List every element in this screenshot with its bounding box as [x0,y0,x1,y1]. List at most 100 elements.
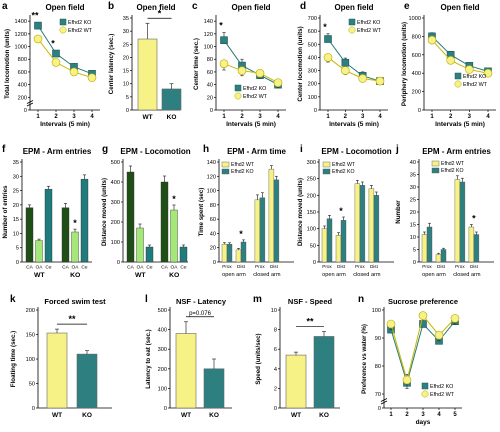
legend-label: Efhd2 KO [332,169,355,175]
y-tick-label: 0 [117,260,120,266]
bar-wt-ce [145,246,154,263]
data-point-wt [446,56,455,65]
legend-label: Efhd2 KO [357,20,380,26]
x-tick-label: KO [167,114,177,121]
y-tick-label: 800 [18,57,27,63]
bar-ko [426,226,433,263]
bar-wt [285,354,307,409]
y-tick-label: 400 [158,328,167,334]
bar-ko-ca [61,207,70,263]
y-tick-label: 200 [111,220,120,226]
legend-swatch-wt [221,161,230,168]
y-tick-label: 200 [307,193,316,199]
x-tick-label: Prox [422,264,432,269]
y-tick-label: 40 [207,83,213,89]
x-tick-label: 3 [258,114,262,120]
data-point-wt [427,35,437,45]
legend-label: Efhd2 WT [332,162,356,168]
y-tick-label: 35 [123,16,129,22]
panel-title: NSF - Latency [176,297,227,306]
bar-ko [459,181,466,263]
bar-wt [46,332,68,409]
panel-b: b Open field Center latency (sec.) 0 5 10 15 20… [108,1,182,121]
y-tick-label: 300 [111,200,120,206]
y-tick-label: 90 [375,336,381,342]
panel-k: k Forced swim test Floating time (sec.) 0 50… [10,294,112,419]
y-tick-label: 8 [274,328,277,334]
x-tick-label: Dist [470,264,479,269]
x-tick-label: WT [52,412,62,419]
axis-break [26,102,34,107]
data-point-wt [386,319,396,329]
x-tick-label: 1 [430,114,434,120]
bar-label: OA [137,265,145,271]
y-tick-label: 0 [32,406,35,412]
panel-title: NSF - Speed [288,297,333,306]
bar-wt [268,168,275,263]
panel-title: Open field [45,3,84,12]
panel-title: Open field [136,3,175,12]
y-tick-label: 40 [210,231,216,237]
x-tick-label: 3 [421,412,425,418]
axis-break [26,100,34,104]
y-tick-label: 500 [111,160,120,166]
legend-marker-wt [348,26,356,34]
panel-letter: h [203,144,209,155]
bar-ko [313,336,335,409]
y-tick-label: 40 [410,160,416,166]
bar-wt [254,199,261,263]
y-tick-label: 500 [308,42,317,48]
y-tick-label: 20 [123,55,129,61]
x-tick-label: 1 [222,114,226,120]
x-axis-label: Intervals (5 min) [226,121,276,128]
bar-label: CA [161,265,168,271]
y-tick-label: 25 [410,198,416,204]
group-label: closed arm [453,272,481,278]
y-tick-label: 1000 [15,45,27,51]
x-tick-label: 3 [361,114,365,120]
y-tick-label: 0 [210,108,213,114]
x-tick-label: Prox [355,264,365,269]
series-line [390,320,456,385]
bar-wt [175,333,197,409]
bar-wt-oa [35,240,43,263]
legend-marker-wt [234,92,242,100]
panel-g: g EPM - Locomotion Distance moved (units) 0… [101,144,191,279]
y-tick-label: 60 [210,217,216,223]
bar-ko-ce [179,246,188,263]
legend-marker-ko [59,18,67,26]
bar-ko [340,220,347,263]
y-tick-label: 100 [158,386,167,392]
legend-label: Efhd2 WT [231,162,255,168]
bar-wt [235,249,242,263]
panel-l: l NSF - Latency Latency to eat (sec.) 0 100 2… [145,294,232,419]
x-tick-label: 2 [54,114,58,120]
bar-ko-oa [71,231,79,263]
x-tick-label: Dist [337,264,346,269]
group-label: open arm [422,272,446,278]
panel-c: c Open field Center time (sec.) 0 20 40 60 80 10… [192,1,286,128]
y-tick-label: 700 [308,16,317,22]
y-tick-label: 0 [274,406,277,412]
y-tick-label: 5 [126,95,129,101]
y-tick-label: 600 [412,53,421,59]
group-label: closed arm [353,272,381,278]
panel-h: h EPM - Arm time Time spent (sec) 0 20 40 60 80… [198,144,294,278]
bar-label: CA [127,265,134,271]
data-point-wt [418,311,428,320]
y-tick-label: 100 [207,189,216,195]
y-tick-label: 300 [308,69,317,75]
group-label: open arm [222,272,246,278]
y-tick-label: 15 [123,69,129,75]
y-tick-label: 600 [18,70,27,76]
y-tick-label: 400 [18,83,27,89]
data-point-wt [465,65,474,74]
y-axis-label: Speed (units/sec) [255,333,262,384]
y-tick-label: 200 [26,308,35,314]
y-tick-label: 0 [126,108,129,114]
data-point-ko [52,49,60,58]
significance-marker: p=0.076 [189,311,212,317]
y-tick-label: 300 [158,347,167,353]
bar-ko [373,195,380,263]
series-line [431,36,489,72]
